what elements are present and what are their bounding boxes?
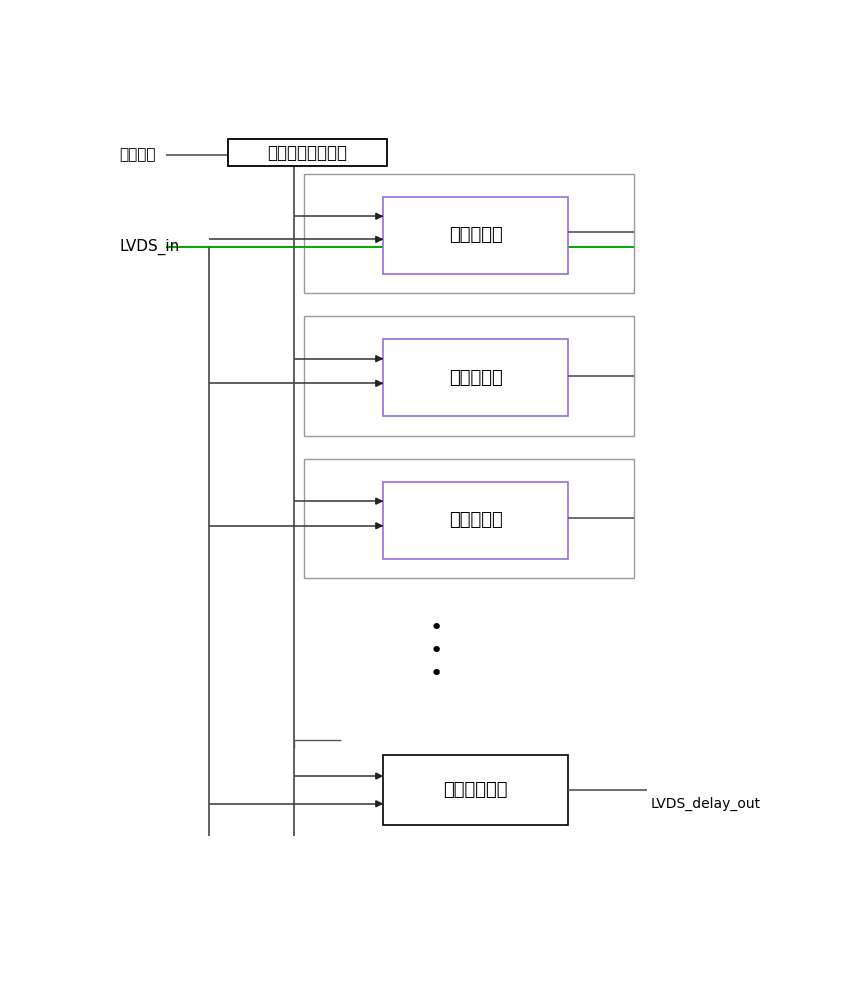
Bar — [304, 174, 634, 293]
Bar — [383, 197, 568, 274]
Bar — [304, 316, 634, 436]
Bar — [383, 482, 568, 559]
Text: LVDS_delay_out: LVDS_delay_out — [650, 797, 761, 811]
Bar — [383, 755, 568, 825]
Text: 延时模块５０: 延时模块５０ — [443, 781, 508, 799]
Text: 延时模块３: 延时模块３ — [448, 511, 503, 529]
Text: •: • — [430, 664, 443, 684]
Bar — [383, 339, 568, 416]
Text: 延时模块１: 延时模块１ — [448, 226, 503, 244]
Text: •: • — [430, 618, 443, 638]
Bar — [304, 459, 634, 578]
Text: 延时模块２: 延时模块２ — [448, 369, 503, 387]
Text: 延时模块控制单元: 延时模块控制单元 — [267, 144, 347, 162]
Text: •: • — [430, 641, 443, 661]
Bar — [228, 139, 386, 166]
Text: LVDS_in: LVDS_in — [119, 239, 180, 255]
Text: 参考时钟: 参考时钟 — [119, 147, 156, 162]
